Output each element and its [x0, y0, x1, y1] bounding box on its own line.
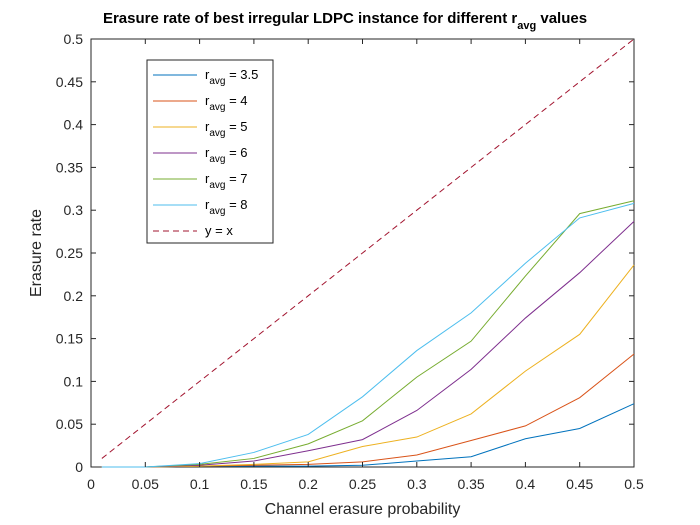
y-tick-label: 0 — [75, 459, 83, 475]
legend-entry-value: = 7 — [225, 171, 247, 186]
y-axis-label: Erasure rate — [28, 209, 45, 297]
legend-entry-subscript: avg — [209, 102, 225, 113]
legend-entry-3: ravg = 6 — [205, 145, 248, 165]
chart-title-main: Erasure rate of best irregular LDPC inst… — [103, 10, 517, 27]
x-tick-label: 0.15 — [240, 476, 267, 492]
x-tick-label: 0.2 — [298, 476, 318, 492]
legend-entry-name: r — [205, 67, 210, 82]
legend-entry-name: r — [205, 119, 210, 134]
x-axis-label: Channel erasure probability — [265, 501, 461, 518]
legend-entry-subscript: avg — [209, 206, 225, 217]
x-axis-ticks: 0 0.05 0.1 0.15 0.2 0.25 0.3 0.35 0.4 0.45 0.5 — [87, 39, 644, 492]
legend-entry-value: = 3.5 — [225, 67, 258, 82]
series-line-6 — [101, 38, 635, 459]
x-tick-label: 0.5 — [624, 476, 644, 492]
chart-title-subscript: avg — [517, 20, 536, 32]
y-tick-label: 0.25 — [56, 245, 83, 261]
legend-entry-value: = 5 — [225, 119, 247, 134]
legend-entry-subscript: avg — [209, 154, 225, 165]
legend-entry-value: = 8 — [225, 197, 247, 212]
series-line-3 — [101, 220, 635, 468]
chart-title: Erasure rate of best irregular LDPC inst… — [103, 10, 587, 32]
x-tick-label: 0.45 — [566, 476, 593, 492]
legend-entry-4: ravg = 7 — [205, 171, 248, 191]
legend-entry-6: y = x — [205, 223, 233, 238]
legend-entry-name: y = x — [205, 223, 233, 238]
legend-entry-subscript: avg — [209, 180, 225, 191]
y-tick-label: 0.05 — [56, 416, 83, 432]
series-line-2 — [101, 264, 635, 468]
x-tick-label: 0.35 — [457, 476, 484, 492]
x-tick-label: 0.25 — [349, 476, 376, 492]
legend-entry-2: ravg = 5 — [205, 119, 248, 139]
legend-entry-1: ravg = 4 — [205, 93, 248, 113]
series-line-4 — [101, 200, 635, 468]
legend-box — [146, 59, 274, 244]
legend-entry-5: ravg = 8 — [205, 197, 248, 217]
y-tick-label: 0.4 — [64, 117, 84, 133]
y-tick-label: 0.45 — [56, 74, 83, 90]
x-tick-label: 0.4 — [516, 476, 536, 492]
legend-entry-name: r — [205, 171, 210, 186]
y-tick-label: 0.5 — [64, 31, 84, 47]
legend-entry-name: r — [205, 93, 210, 108]
legend-entry-0: ravg = 3.5 — [205, 67, 258, 87]
y-tick-label: 0.3 — [64, 202, 84, 218]
chart-title-tail: values — [536, 10, 587, 27]
legend-entry-subscript: avg — [209, 128, 225, 139]
x-tick-label: 0.05 — [132, 476, 159, 492]
y-tick-label: 0.2 — [64, 288, 84, 304]
series-line-5 — [101, 202, 635, 468]
x-tick-label: 0.3 — [407, 476, 427, 492]
x-tick-label: 0 — [87, 476, 95, 492]
legend-entry-value: = 6 — [225, 145, 247, 160]
y-tick-label: 0.1 — [64, 373, 84, 389]
y-axis-ticks: 0 0.05 0.1 0.15 0.2 0.25 0.3 0.35 0.4 0.45 0.5 — [56, 31, 634, 475]
legend-entry-subscript: avg — [209, 76, 225, 87]
y-tick-label: 0.35 — [56, 159, 83, 175]
x-tick-label: 0.1 — [190, 476, 210, 492]
legend-entry-name: r — [205, 145, 210, 160]
y-tick-label: 0.15 — [56, 331, 83, 347]
legend-entry-value: = 4 — [225, 93, 247, 108]
legend-entry-name: r — [205, 197, 210, 212]
